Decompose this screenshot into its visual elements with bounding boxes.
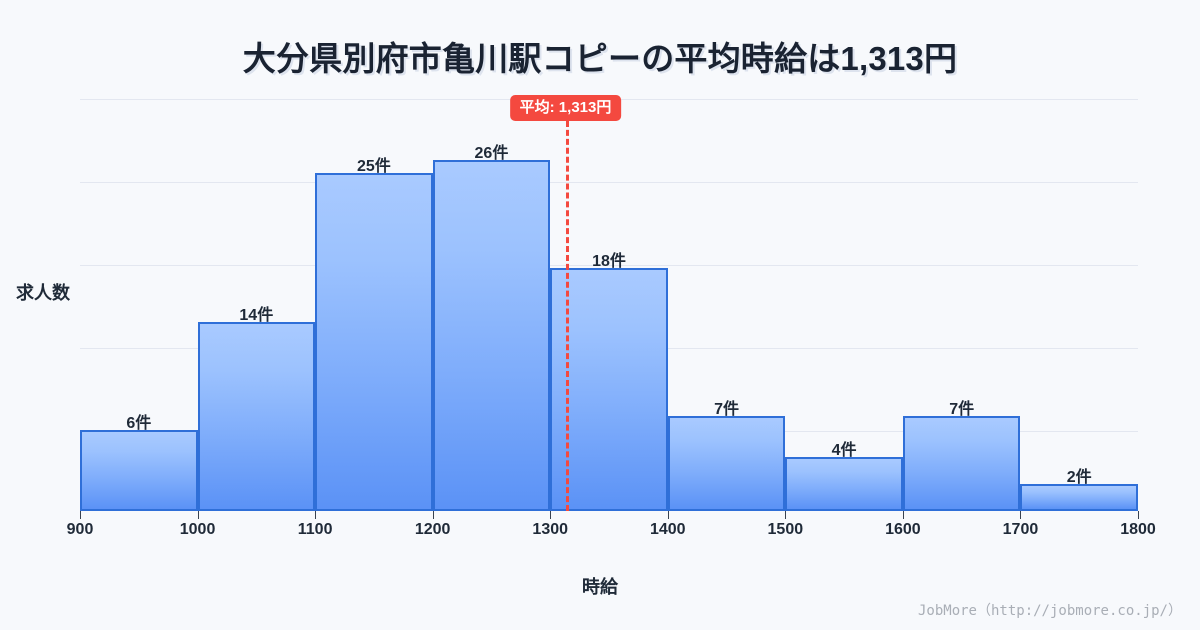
histogram-bar (432, 159, 551, 511)
bar-value-label: 25件 (356, 158, 391, 176)
y-axis-title: 求人数 (16, 283, 70, 303)
histogram-bar (550, 267, 668, 511)
histogram-bar (785, 456, 903, 511)
bar-value-label: 2件 (1066, 468, 1092, 486)
bar-value-label: 26件 (474, 144, 509, 162)
bar-value-label: 6件 (126, 414, 152, 432)
histogram-bar (80, 429, 198, 511)
x-axis-tick-label: 1400 (649, 521, 686, 538)
chart-title: 大分県別府市亀川駅コピーの平均時給は1,313円 (242, 40, 958, 77)
x-axis-tick (1138, 511, 1139, 519)
x-axis-tick (80, 511, 81, 519)
average-badge: 平均: 1,313円 (509, 95, 622, 122)
average-line (565, 121, 569, 511)
histogram-bar (902, 416, 1021, 511)
plot-area: 6件 14件 25件 26件 18件 7件 4件 7件 2件 平均: 1,313円 (80, 95, 1138, 511)
histogram-bar (667, 416, 786, 511)
bar-value-label: 7件 (949, 401, 975, 419)
x-axis-tick-label: 1000 (179, 521, 216, 538)
x-axis-tick-label: 1100 (297, 521, 333, 538)
x-axis-tick-label: 1600 (885, 521, 921, 538)
histogram-bar (197, 321, 316, 511)
x-axis-tick-label: 1300 (532, 521, 569, 538)
histogram-bar (1020, 483, 1138, 511)
gridline (80, 265, 1138, 266)
x-axis-tick-label: 900 (66, 521, 94, 538)
bar-value-label: 18件 (592, 252, 626, 270)
x-axis-title: 時給 (582, 577, 618, 597)
x-axis-tick (550, 511, 552, 519)
x-axis-tick-label: 1500 (767, 521, 804, 538)
bar-value-label: 14件 (239, 306, 274, 324)
gridline (80, 182, 1138, 183)
x-axis-tick (785, 511, 787, 519)
x-axis-tick (315, 511, 317, 519)
x-axis-tick-label: 1700 (1002, 521, 1039, 538)
footer-credit: JobMore（http://jobmore.co.jp/） (917, 603, 1182, 619)
x-axis-tick (1020, 511, 1022, 519)
x-axis-tick (902, 511, 904, 519)
x-axis-tick-label: 1200 (414, 521, 451, 538)
bar-value-label: 4件 (831, 441, 857, 459)
x-axis-tick (197, 511, 199, 519)
x-axis-tick (432, 511, 434, 519)
x-axis-tick-label: 1800 (1120, 521, 1156, 538)
bar-value-label: 7件 (714, 401, 739, 419)
x-axis-tick (667, 511, 669, 519)
histogram-bar (315, 173, 433, 511)
